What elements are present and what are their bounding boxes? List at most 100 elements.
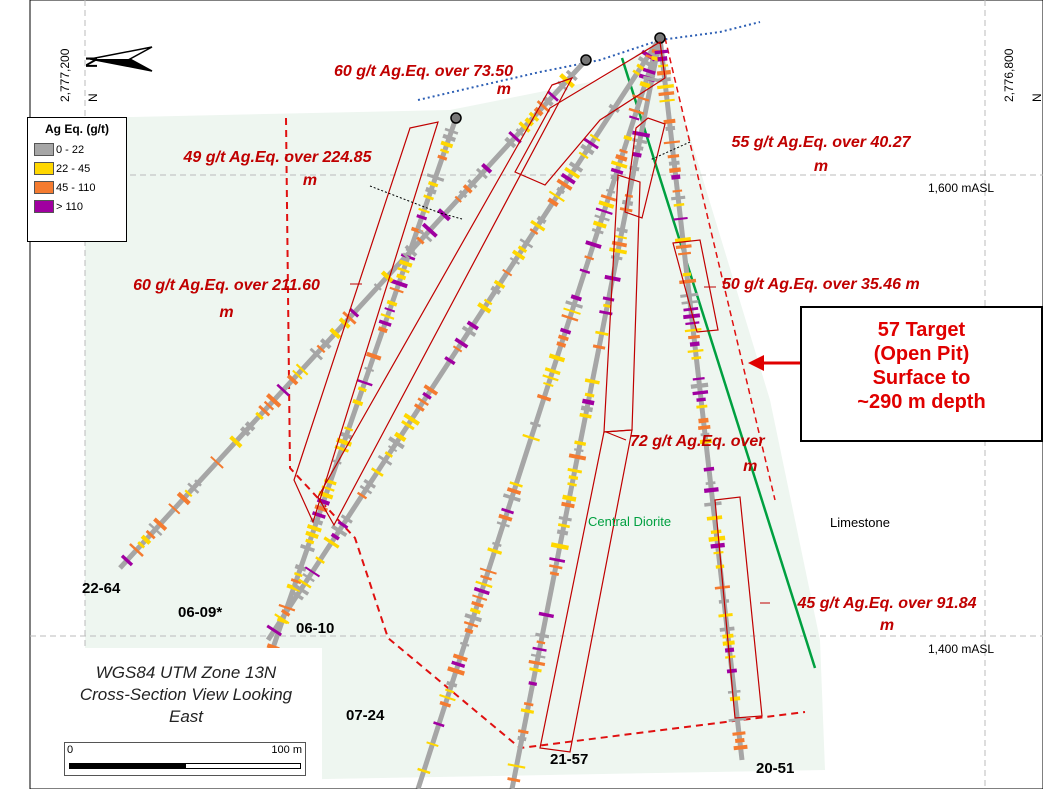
assay-tick-06-10	[323, 536, 340, 549]
assay-tick-22-64	[276, 383, 290, 397]
assay-tick-22-64	[475, 167, 488, 180]
assay-tick-20-51	[705, 481, 716, 486]
assay-tick-06-10	[517, 245, 528, 253]
assay-tick-07-24	[447, 666, 465, 676]
legend-swatch-yellow	[34, 162, 54, 175]
assay-tick-22-64	[467, 178, 478, 189]
assay-tick-22-64	[263, 400, 275, 411]
intercept-label-d: 60 g/t Ag.Eq. over 211.60 m	[104, 276, 349, 323]
scale-end: 100 m	[271, 744, 302, 756]
assay-tick-22-64	[546, 90, 559, 102]
assay-tick-20-51	[697, 425, 711, 430]
assay-tick-20-51	[689, 341, 700, 347]
assay-tick-06-10	[466, 320, 479, 331]
assay-tick-07-24	[595, 207, 613, 215]
assay-tick-06-10	[423, 384, 439, 396]
assay-tick-21-57	[642, 75, 661, 83]
diorite-contact	[620, 57, 817, 669]
assay-tick-06-09	[397, 266, 410, 274]
assay-tick-22-64	[194, 479, 202, 487]
assay-tick-22-64	[129, 543, 144, 558]
assay-tick-07-24	[543, 381, 554, 387]
assay-tick-07-24	[628, 107, 645, 115]
grade-legend: Ag Eq. (g/t) 0 - 22 22 - 45 45 - 110 > 1…	[27, 117, 127, 242]
assay-tick-06-10	[589, 133, 601, 142]
assay-tick-07-24	[433, 721, 445, 728]
assay-tick-06-09	[344, 426, 354, 432]
assay-tick-22-64	[417, 228, 433, 243]
hole-label-21-57: 21-57	[550, 751, 589, 768]
assay-tick-21-57	[535, 632, 550, 639]
assay-tick-22-64	[265, 393, 282, 408]
assay-tick-20-51	[699, 438, 712, 445]
assay-tick-20-51	[663, 118, 676, 125]
assay-tick-07-24	[506, 487, 522, 496]
assay-tick-20-51	[684, 328, 702, 333]
assay-tick-22-64	[295, 363, 309, 376]
assay-tick-21-57	[568, 453, 587, 461]
assay-tick-20-51	[673, 216, 688, 221]
intercept-box-b	[293, 121, 439, 524]
assay-tick-06-10	[302, 572, 315, 583]
hole-trace-06-09	[252, 117, 459, 701]
assay-tick-06-10	[454, 337, 469, 349]
assay-tick-20-51	[727, 689, 741, 694]
assay-tick-06-10	[330, 532, 340, 541]
assay-tick-21-57	[532, 646, 547, 652]
assay-tick-20-51	[658, 77, 671, 83]
assay-tick-06-10	[477, 302, 492, 314]
assay-tick-20-51	[669, 167, 681, 173]
assay-tick-21-57	[621, 199, 634, 207]
assay-tick-20-51	[728, 717, 747, 722]
assay-tick-06-09	[384, 307, 396, 313]
assay-tick-06-10	[377, 454, 393, 466]
assay-tick-20-51	[659, 98, 675, 103]
scale-bar-white	[185, 763, 301, 769]
assay-tick-07-24	[619, 148, 628, 154]
legend-item: 0 - 22	[28, 140, 126, 159]
assay-tick-07-24	[591, 227, 604, 235]
assay-tick-06-09	[378, 319, 392, 327]
assay-tick-07-24	[548, 353, 566, 363]
intercept-label-e: 50 g/t Ag.Eq. over 35.46 m	[722, 275, 920, 295]
assay-tick-20-51	[673, 203, 685, 207]
assay-tick-06-09	[386, 299, 398, 307]
assay-tick-06-10	[280, 609, 291, 617]
assay-tick-07-24	[585, 240, 602, 249]
assay-tick-22-64	[462, 184, 473, 194]
assay-tick-07-24	[464, 627, 474, 635]
assay-tick-07-24	[469, 607, 481, 615]
topography-line	[417, 21, 761, 101]
projection-line3: East	[168, 707, 204, 726]
geology-diorite-label: Central Diorite	[588, 514, 672, 529]
assay-tick-22-64	[145, 529, 156, 540]
assay-tick-20-51	[671, 174, 681, 180]
assay-tick-06-10	[452, 345, 463, 353]
assay-tick-22-64	[255, 411, 264, 421]
scale-bar: 0 100 m	[64, 742, 306, 776]
assay-tick-22-64	[458, 189, 468, 199]
assay-tick-06-09	[398, 259, 413, 268]
assay-tick-22-64	[404, 244, 418, 257]
assay-tick-21-57	[624, 194, 634, 198]
coord-right: 2,776,800	[1002, 49, 1016, 102]
assay-tick-20-51	[700, 432, 710, 437]
assay-tick-06-10	[304, 566, 321, 578]
assay-tick-06-10	[403, 412, 421, 426]
assay-tick-20-51	[696, 397, 706, 402]
intercept-e-line1: 50 g/t Ag.Eq. over 35.46 m	[722, 276, 920, 293]
assay-tick-06-10	[547, 197, 559, 208]
intercept-box-f-lower	[539, 429, 633, 753]
legend-label: 22 - 45	[56, 162, 91, 175]
assay-tick-22-64	[319, 338, 332, 350]
assay-tick-20-51	[680, 292, 699, 298]
assay-tick-06-09	[294, 564, 307, 572]
assay-tick-06-10	[292, 583, 310, 596]
assay-tick-06-10	[359, 484, 373, 495]
assay-tick-06-09	[366, 351, 382, 361]
assay-tick-06-10	[266, 624, 283, 637]
assay-tick-06-09	[356, 378, 373, 387]
assay-tick-06-09	[389, 286, 404, 294]
assay-tick-06-09	[332, 459, 342, 465]
assay-tick-21-57	[549, 571, 560, 577]
